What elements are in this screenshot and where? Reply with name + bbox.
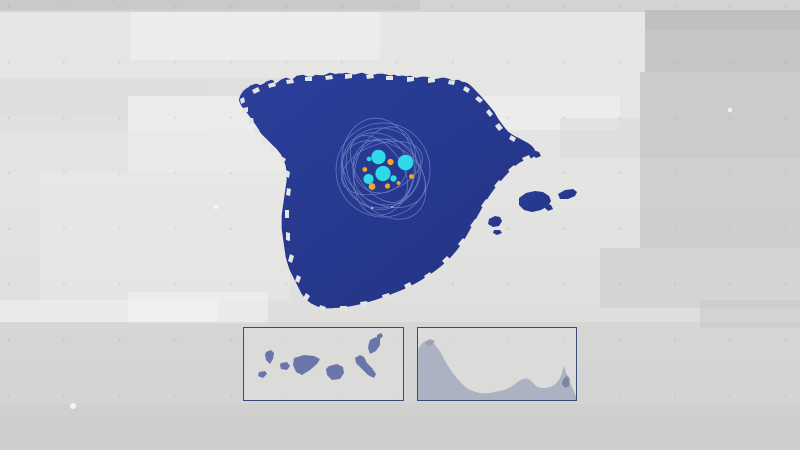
ibiza-island (488, 216, 502, 227)
canary-islands-shapes (258, 333, 383, 380)
gran-canaria-island (326, 364, 344, 380)
decor-particle (70, 403, 76, 409)
inset-canary-islands[interactable] (243, 327, 404, 401)
fuerteventura-island (355, 355, 376, 378)
data-bubble[interactable] (368, 183, 376, 190)
tenerife-island (293, 355, 320, 375)
data-bubble[interactable] (366, 156, 372, 162)
orbit-rings (335, 117, 431, 220)
data-bubble[interactable] (371, 149, 386, 165)
menorca-island (558, 189, 577, 199)
balearic-islands (488, 189, 577, 235)
data-bubble-layer (362, 149, 414, 190)
northeast-cape (531, 150, 541, 158)
la-graciosa-island (377, 333, 383, 339)
data-bubble[interactable] (396, 181, 401, 185)
mallorca-island (519, 191, 551, 212)
data-bubble[interactable] (397, 154, 414, 171)
mallorca-tail (544, 203, 553, 211)
inset-elevation-profile[interactable] (417, 327, 577, 401)
data-bubble[interactable] (363, 173, 374, 185)
data-bubble[interactable] (384, 183, 391, 189)
data-bubble[interactable] (387, 158, 394, 166)
formentera-island (493, 230, 502, 235)
data-bubble[interactable] (362, 167, 368, 172)
data-bubble[interactable] (409, 174, 414, 179)
decor-particle (728, 108, 732, 112)
faint-cluster-markers (370, 206, 393, 210)
lanzarote-island (368, 337, 380, 354)
data-bubble[interactable] (390, 175, 397, 182)
la-palma-island (265, 350, 274, 364)
spain-landmass (239, 73, 536, 308)
elevation-profile-shape (418, 339, 576, 400)
decor-particle (214, 205, 218, 209)
data-bubble[interactable] (375, 165, 391, 182)
el-hierro-island (258, 371, 267, 378)
la-gomera-island (280, 362, 290, 370)
coast-notches (240, 74, 531, 311)
